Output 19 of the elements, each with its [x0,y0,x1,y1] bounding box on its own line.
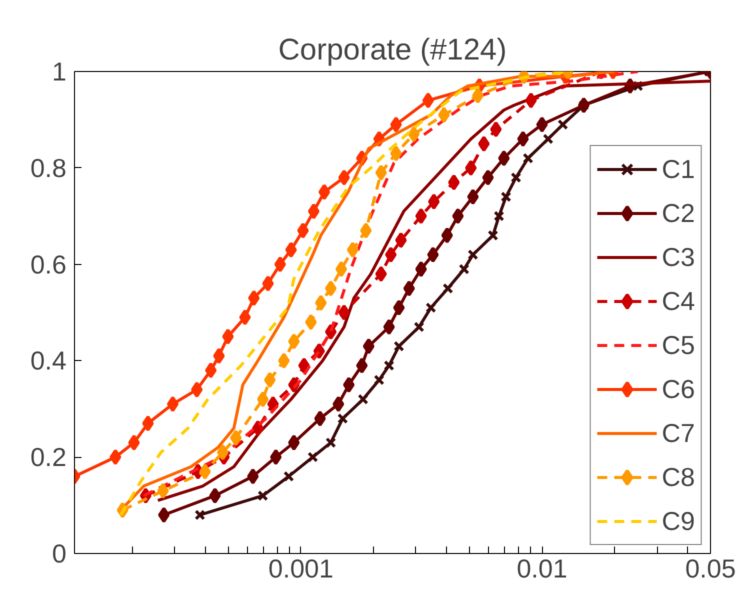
y-tick-label: 0.6 [30,249,67,280]
y-tick-label: 0.8 [30,152,67,183]
x-tick-label: 0.05 [685,554,736,584]
legend-label: C4 [662,284,695,318]
legend-label: C7 [662,416,695,450]
x-tick-label: 0.001 [268,554,334,584]
y-tick-label: 0.4 [30,346,67,376]
legend-label: C9 [662,504,695,538]
y-tick-label: 0 [52,538,67,568]
y-tick-label: 0.2 [30,442,67,472]
y-tick-label: 1 [52,56,67,86]
legend-label: C6 [662,372,695,406]
legend-label: C1 [662,152,695,186]
legend-label: C2 [662,196,695,230]
legend-label: C3 [662,240,695,274]
legend-label: C8 [662,460,695,494]
legend-label: C5 [662,328,695,362]
x-tick-label: 0.01 [516,554,568,584]
chart-title: Corporate (#124) [278,34,507,66]
